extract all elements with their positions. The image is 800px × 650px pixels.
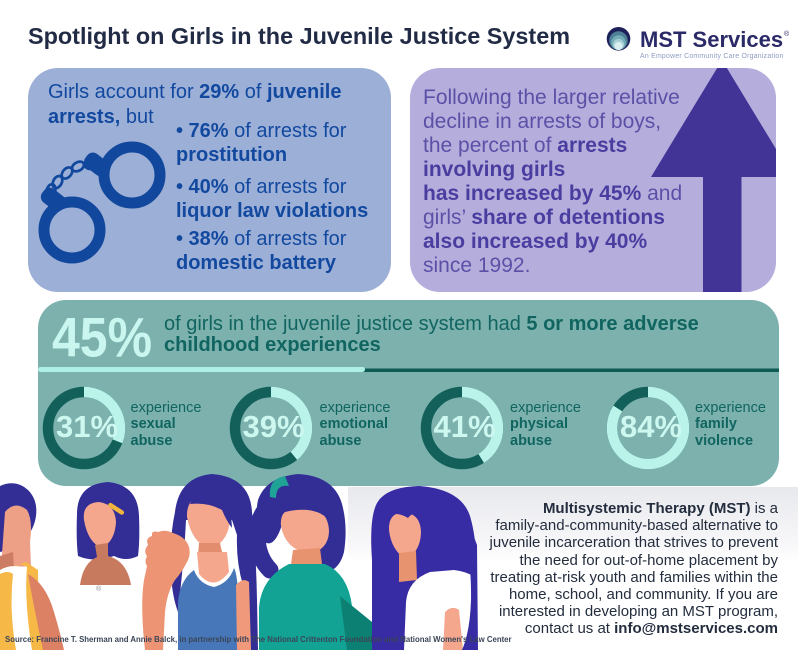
svg-text:An Empower Community Care Orga: An Empower Community Care Organization: [640, 53, 784, 60]
svg-text:®: ®: [784, 30, 790, 38]
svg-text:MST Services: MST Services: [640, 27, 783, 52]
svg-text:®: ®: [96, 585, 102, 593]
